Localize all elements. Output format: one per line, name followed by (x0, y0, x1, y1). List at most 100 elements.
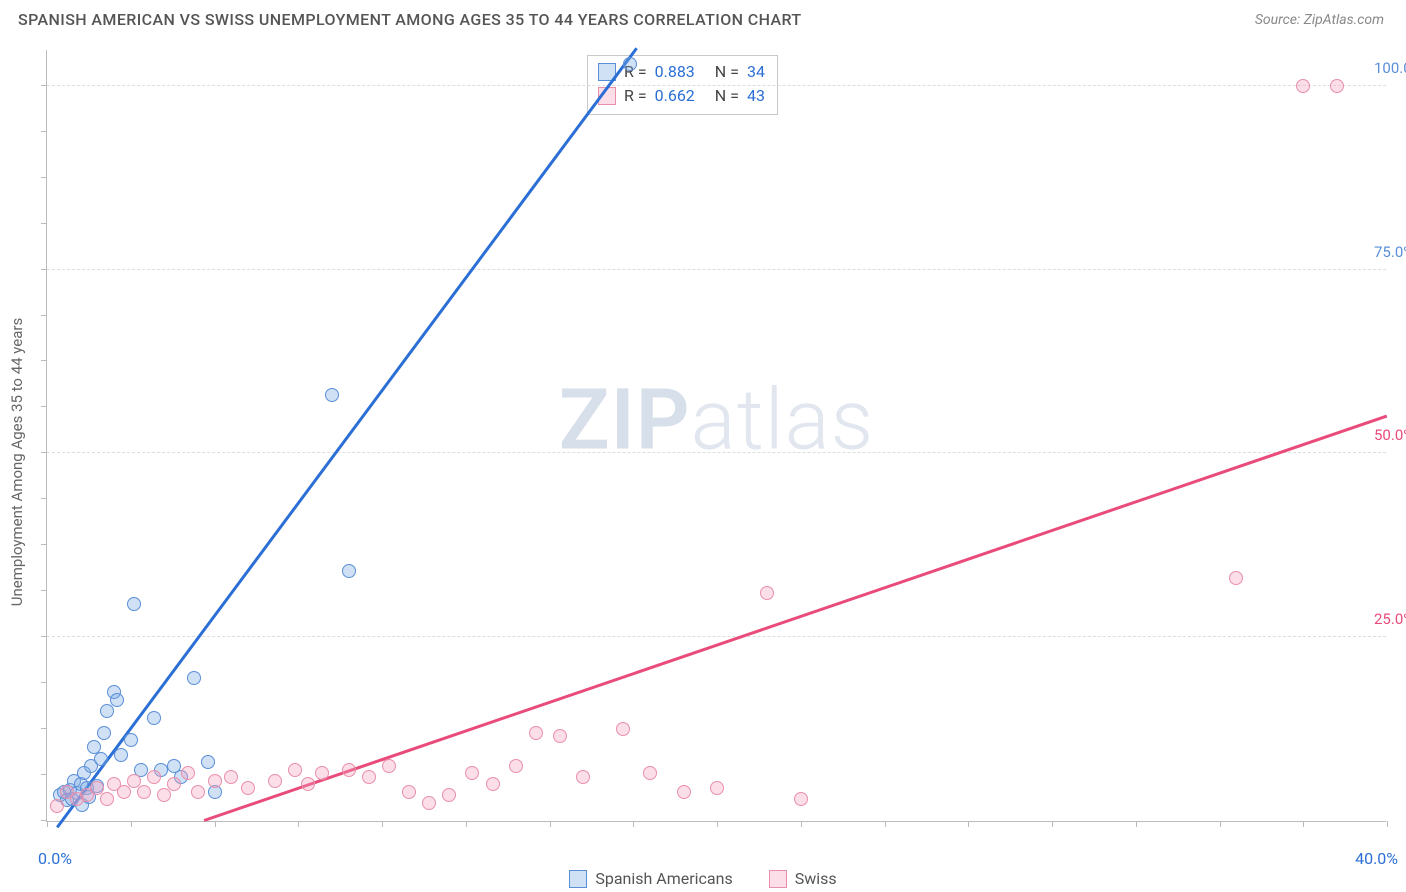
y-tick (41, 406, 47, 407)
n-label: N = (715, 60, 739, 84)
gridline (47, 452, 1386, 453)
r-value: 0.662 (655, 84, 695, 108)
y-tick (41, 728, 47, 729)
x-tick (466, 821, 467, 827)
data-point-spanish_americans (147, 711, 161, 725)
data-point-swiss (442, 788, 456, 802)
data-point-swiss (268, 774, 282, 788)
y-tick (41, 85, 47, 86)
data-point-spanish_americans (127, 597, 141, 611)
data-point-swiss (422, 796, 436, 810)
y-tick-label: 50.0% (1374, 426, 1406, 444)
x-tick (47, 821, 48, 827)
y-tick (41, 774, 47, 775)
data-point-swiss (529, 726, 543, 740)
legend-label: Spanish Americans (595, 869, 732, 888)
x-tick (131, 821, 132, 827)
y-tick (41, 636, 47, 637)
data-point-swiss (117, 785, 131, 799)
y-tick-label: 100.0% (1374, 59, 1406, 77)
source-attribution: Source: ZipAtlas.com (1255, 12, 1384, 28)
y-tick-label: 25.0% (1374, 610, 1406, 628)
x-tick (1052, 821, 1053, 827)
data-point-swiss (465, 766, 479, 780)
x-tick (1136, 821, 1137, 827)
y-tick (41, 360, 47, 361)
data-point-spanish_americans (124, 733, 138, 747)
y-tick (41, 131, 47, 132)
watermark: ZIPatlas (559, 371, 874, 470)
data-point-swiss (191, 785, 205, 799)
x-tick (1387, 821, 1388, 827)
r-label: R = (624, 84, 647, 108)
stats-row-swiss: R = 0.662 N = 43 (598, 84, 765, 108)
data-point-spanish_americans (201, 755, 215, 769)
data-point-swiss (677, 785, 691, 799)
data-point-swiss (157, 788, 171, 802)
legend-item-swiss: Swiss (769, 869, 837, 888)
x-axis-min-label: 0.0% (38, 849, 72, 868)
data-point-spanish_americans (325, 388, 339, 402)
legend-swatch (769, 870, 787, 888)
y-tick (41, 544, 47, 545)
y-tick (41, 177, 47, 178)
gridline (47, 636, 1386, 637)
data-point-swiss (710, 781, 724, 795)
data-point-swiss (147, 770, 161, 784)
legend-swatch (569, 870, 587, 888)
y-tick (41, 452, 47, 453)
data-point-swiss (241, 781, 255, 795)
data-point-swiss (553, 729, 567, 743)
data-point-swiss (382, 759, 396, 773)
data-point-swiss (794, 792, 808, 806)
data-point-swiss (181, 766, 195, 780)
data-point-spanish_americans (110, 693, 124, 707)
x-tick (1303, 821, 1304, 827)
data-point-swiss (342, 763, 356, 777)
chart-title: SPANISH AMERICAN VS SWISS UNEMPLOYMENT A… (18, 10, 802, 29)
data-point-swiss (288, 763, 302, 777)
data-point-swiss (616, 722, 630, 736)
r-value: 0.883 (655, 60, 695, 84)
y-tick (41, 590, 47, 591)
x-tick (968, 821, 969, 827)
x-tick (885, 821, 886, 827)
legend: Spanish Americans Swiss (0, 869, 1406, 888)
data-point-swiss (362, 770, 376, 784)
x-tick (550, 821, 551, 827)
trend-line-swiss (204, 414, 1387, 821)
data-point-spanish_americans (342, 564, 356, 578)
data-point-spanish_americans (187, 671, 201, 685)
data-point-swiss (224, 770, 238, 784)
trend-line-spanish_americans (56, 47, 638, 828)
data-point-swiss (1296, 79, 1310, 93)
gridline (47, 269, 1386, 270)
y-tick-label: 75.0% (1374, 243, 1406, 261)
y-tick (41, 682, 47, 683)
x-tick (1220, 821, 1221, 827)
legend-item-spanish_americans: Spanish Americans (569, 869, 732, 888)
x-tick (801, 821, 802, 827)
n-label: N = (715, 84, 739, 108)
legend-label: Swiss (795, 869, 837, 888)
y-axis-label: Unemployment Among Ages 35 to 44 years (8, 318, 26, 606)
x-axis-max-label: 40.0% (1355, 849, 1398, 868)
x-tick (298, 821, 299, 827)
data-point-spanish_americans (114, 748, 128, 762)
data-point-spanish_americans (97, 726, 111, 740)
chart-container: Unemployment Among Ages 35 to 44 years Z… (0, 42, 1406, 892)
data-point-spanish_americans (94, 752, 108, 766)
data-point-swiss (208, 774, 222, 788)
data-point-swiss (486, 777, 500, 791)
data-point-swiss (402, 785, 416, 799)
data-point-swiss (100, 792, 114, 806)
y-tick (41, 498, 47, 499)
data-point-swiss (1330, 79, 1344, 93)
y-tick (41, 315, 47, 316)
y-tick (41, 223, 47, 224)
data-point-swiss (760, 586, 774, 600)
data-point-swiss (1229, 571, 1243, 585)
x-tick (215, 821, 216, 827)
n-value: 43 (747, 84, 765, 108)
data-point-swiss (643, 766, 657, 780)
